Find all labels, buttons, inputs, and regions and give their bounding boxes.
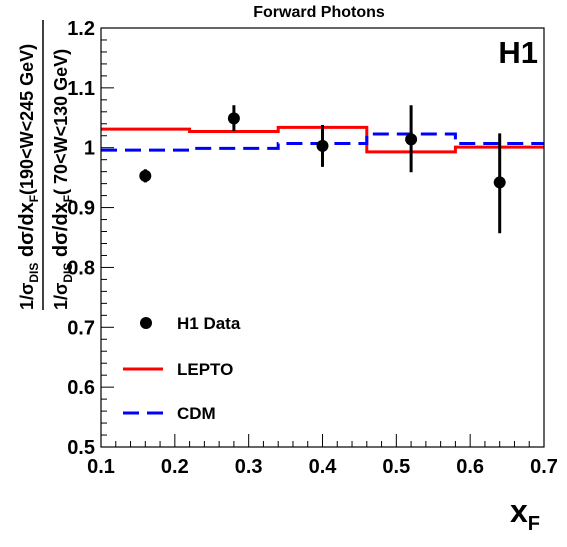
y-den-part-a-sub: DIS — [61, 263, 75, 283]
y-tick-label: 0.6 — [67, 377, 95, 399]
y-tick-label: 0.7 — [67, 317, 95, 339]
legend-marker-h1-data — [140, 317, 152, 329]
data-point — [316, 139, 329, 152]
y-tick-label: 0.8 — [67, 257, 95, 279]
y-den-part-a: 1/σ — [51, 283, 71, 310]
legend-label-h1-data: H1 Data — [177, 314, 241, 333]
x-tick-label: 0.7 — [530, 456, 558, 478]
y-axis-label: 1/σDIS dσ/dxF(190<W<245 GeV) 1/σDIS dσ/d… — [16, 20, 75, 310]
data-point — [227, 112, 240, 125]
y-num-part-a-sub: DIS — [27, 263, 41, 283]
legend-label-cdm: CDM — [177, 404, 216, 423]
data-points — [139, 105, 506, 234]
x-tick-label: 0.3 — [235, 456, 263, 478]
y-tick-label: 0.5 — [67, 437, 95, 459]
y-tick-label: 0.9 — [67, 198, 95, 220]
legend: H1 Data LEPTO CDM — [123, 314, 241, 423]
y-label-denominator: 1/σDIS dσ/dxF( 70<W<130 GeV) — [50, 49, 75, 310]
chart-title: Forward Photons — [253, 4, 385, 21]
x-label-sub: F — [528, 513, 540, 535]
y-num-part-b: dσ/dx — [16, 202, 38, 262]
data-point — [493, 176, 506, 189]
axes: 0.1 0.2 0.3 0.4 0.5 0.6 0.7 0.5 0.6 0.7 0.8 0.9 1 1.1… — [67, 18, 558, 478]
y-den-part-c: ( 70<W<130 GeV) — [51, 49, 71, 195]
x-tick-label: 0.4 — [309, 456, 338, 478]
y-tick-label: 1.1 — [67, 78, 95, 100]
y-label-numerator: 1/σDIS dσ/dxF(190<W<245 GeV) — [16, 44, 41, 310]
y-num-part-a: 1/σ — [17, 283, 37, 310]
x-axis-label: xF — [510, 493, 540, 535]
data-point — [139, 169, 152, 182]
x-tick-label: 0.1 — [87, 456, 115, 478]
plot-frame — [100, 27, 545, 448]
y-tick-label: 1 — [84, 138, 95, 160]
y-tick-label: 1.2 — [67, 18, 95, 40]
y-den-part-b-sub: F — [61, 195, 75, 202]
x-tick-label: 0.6 — [456, 456, 484, 478]
y-num-part-b-sub: F — [27, 195, 41, 202]
legend-label-lepto: LEPTO — [177, 360, 233, 379]
x-tick-label: 0.5 — [382, 456, 410, 478]
y-num-part-c: (190<W<245 GeV) — [17, 44, 37, 195]
experiment-label: H1 — [498, 35, 538, 70]
x-tick-label: 0.2 — [161, 456, 189, 478]
data-point — [405, 133, 418, 146]
x-label-main: x — [510, 493, 528, 529]
y-den-part-b: dσ/dx — [50, 202, 72, 262]
